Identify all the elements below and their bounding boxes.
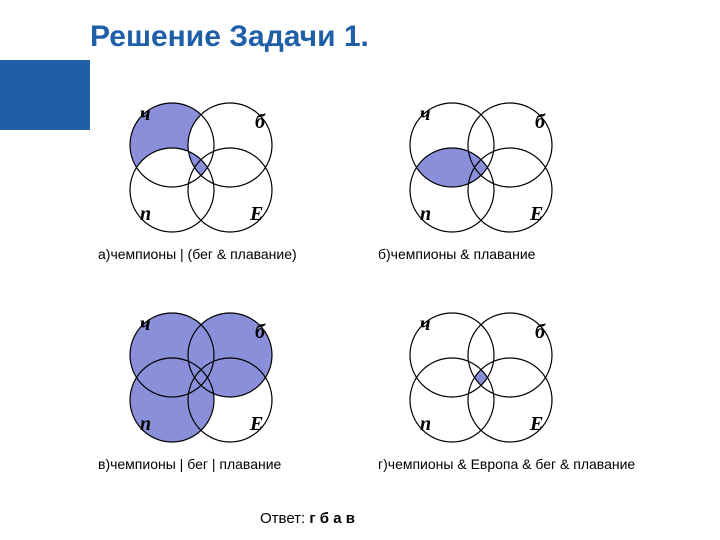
venn-v: ч б п Е: [90, 300, 320, 450]
cell-a: ч б п Е а)чемпионы | (бег & плавание): [90, 90, 370, 290]
answer-line: Ответ: г б а в: [260, 510, 355, 527]
svg-text:Е: Е: [529, 413, 543, 435]
label-e-icon: Е: [249, 203, 263, 225]
svg-text:ч: ч: [420, 313, 431, 335]
diagram-grid: ч б п Е а)чемпионы | (бег & плавание): [90, 90, 710, 500]
svg-text:п: п: [140, 413, 151, 435]
answer-value: г б а в: [309, 510, 355, 527]
label-ch-icon: ч: [140, 103, 151, 125]
cell-v: ч б п Е в)чемпионы | бег | плавание: [90, 300, 370, 500]
svg-text:Е: Е: [529, 203, 543, 225]
venn-a: ч б п Е: [90, 90, 320, 240]
label-p-icon: п: [140, 203, 151, 225]
accent-block: [0, 60, 90, 130]
cell-b: ч б п Е б)чемпионы & плавание: [370, 90, 690, 290]
page-title: Решение Задачи 1.: [90, 20, 369, 54]
caption-a: а)чемпионы | (бег & плавание): [98, 246, 297, 262]
svg-text:п: п: [420, 413, 431, 435]
cell-g: ч б п Е г)чемпионы & Европа & бег & плав…: [370, 300, 690, 500]
svg-text:Е: Е: [249, 413, 263, 435]
svg-text:ч: ч: [420, 103, 431, 125]
caption-v: в)чемпионы | бег | плавание: [98, 456, 281, 472]
answer-prefix: Ответ:: [260, 510, 309, 527]
label-b-icon: б: [255, 111, 266, 133]
svg-text:б: б: [535, 321, 546, 343]
svg-text:б: б: [535, 111, 546, 133]
venn-b: ч б п Е: [370, 90, 600, 240]
caption-b: б)чемпионы & плавание: [378, 246, 535, 262]
svg-text:б: б: [255, 321, 266, 343]
svg-text:ч: ч: [140, 313, 151, 335]
venn-g: ч б п Е: [370, 300, 600, 450]
caption-g: г)чемпионы & Европа & бег & плавание: [378, 456, 635, 472]
svg-text:п: п: [420, 203, 431, 225]
